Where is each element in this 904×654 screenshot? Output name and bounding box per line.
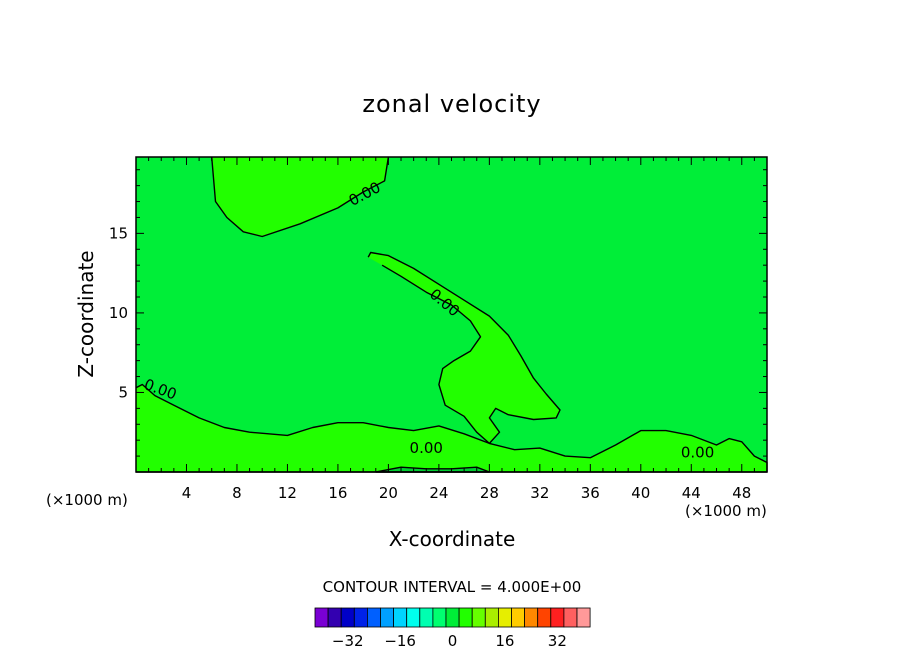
colorbar-tick-label: −16 [384,632,416,650]
colorbar-cell [550,607,565,628]
colorbar-labels: −32 −16 0 16 32 [332,632,567,650]
y-tick-label: 10 [109,304,128,322]
colorbar-cell [393,607,408,628]
x-tick-label: 20 [379,484,398,502]
colorbar-cell [445,607,460,628]
colorbar-cell [484,607,499,628]
colorbar-tick-label: 16 [495,632,514,650]
y-tick-label: 15 [109,224,128,242]
colorbar-cell [419,607,434,628]
colorbar-cell [576,607,591,628]
colorbar-cell [366,607,381,628]
colorbar-cell [432,607,447,628]
x-tick-label: 40 [631,484,650,502]
colorbar-cell [524,607,539,628]
y-tick-label: 5 [118,383,128,401]
colorbar-cell [327,607,342,628]
colorbar-cell [458,607,473,628]
colorbar-cell [511,607,526,628]
x-tick-label: 32 [530,484,549,502]
x-tick-label: 8 [232,484,242,502]
contour-interval-label: CONTOUR INTERVAL = 4.000E+00 [323,578,582,596]
x-unit-label-left: (×1000 m) [46,491,128,509]
colorbar [314,607,591,628]
x-tick-label: 24 [429,484,448,502]
x-axis-title: X-coordinate [389,527,516,551]
contour-label: 0.00 [410,439,443,457]
colorbar-cell [353,607,368,628]
colorbar-tick-label: 32 [548,632,567,650]
colorbar-tick-label: −32 [332,632,364,650]
contour-lines [135,156,768,473]
contour-line-middle-diagonal-positive [367,251,561,445]
colorbar-cell [537,607,552,628]
chart-title: zonal velocity [362,90,541,118]
contour-region-middle-diagonal-positive [368,252,560,444]
colorbar-tick-label: 0 [448,632,458,650]
x-tick-label: 44 [682,484,701,502]
colorbar-cell [314,607,329,628]
x-unit-label-right: (×1000 m) [685,502,767,520]
colorbar-cell [380,607,395,628]
x-tick-label: 48 [732,484,751,502]
x-axis-ticks: 4 8 12 16 20 24 28 32 36 40 44 48 [148,157,755,502]
y-axis-ticks: 5 10 15 [109,169,767,457]
colorbar-cell [406,607,421,628]
x-tick-label: 12 [278,484,297,502]
x-tick-label: 4 [182,484,192,502]
contour-region-lower-positive-band [136,384,767,472]
contour-line-upper-left-positive [211,156,390,238]
plot-area: 0.000.000.000.00 0.00 4 8 12 16 20 24 28 32 36 40 4… [109,156,768,502]
contour-line-lower-positive-band [135,383,768,473]
colorbar-cell [497,607,512,628]
colorbar-cell [340,607,355,628]
x-tick-label: 16 [328,484,347,502]
x-tick-label: 36 [581,484,600,502]
colorbar-cell [563,607,578,628]
y-axis-title: Z-coordinate [74,250,98,377]
contour-region-upper-left-positive [211,157,389,237]
contour-label: 0.00 [681,444,714,462]
x-tick-label: 28 [480,484,499,502]
colorbar-cell [471,607,486,628]
